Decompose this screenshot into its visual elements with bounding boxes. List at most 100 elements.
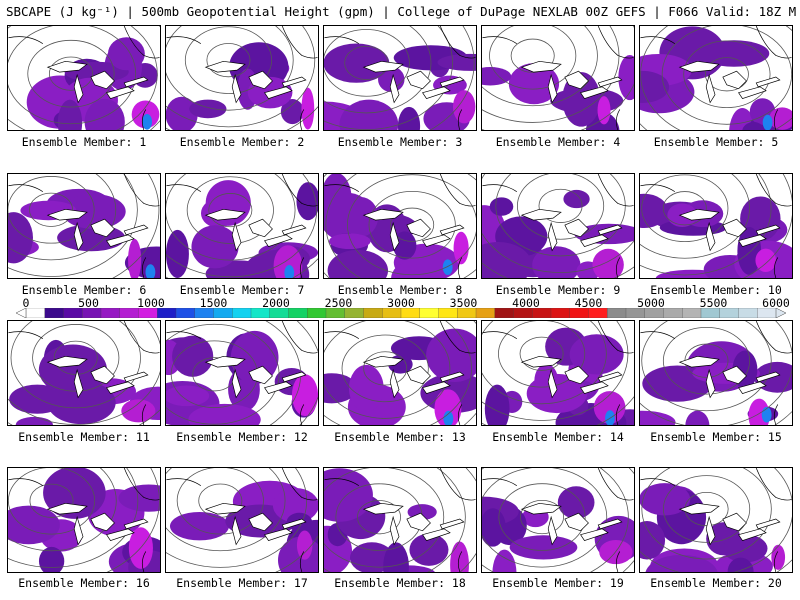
great-lakes-outline — [46, 208, 149, 252]
great-lakes-outline — [678, 60, 781, 104]
cape-shading — [640, 520, 666, 560]
cape-height-map — [166, 26, 318, 130]
great-lakes-outline — [678, 208, 781, 252]
height-contour — [8, 468, 96, 535]
height-contour — [166, 323, 280, 425]
cape-shading-high — [453, 231, 469, 265]
height-contour — [112, 174, 160, 278]
colorbar-swatch — [363, 308, 383, 318]
height-contour — [166, 26, 316, 128]
cape-height-map — [8, 468, 160, 572]
height-contour — [363, 351, 408, 386]
height-contour — [519, 336, 564, 371]
cape-shading-max — [442, 259, 453, 276]
height-contour — [640, 174, 772, 276]
height-contour — [206, 43, 251, 78]
coastline — [8, 321, 160, 425]
ensemble-member-label: Ensemble Member: 10 — [650, 283, 782, 297]
height-contour — [390, 207, 435, 242]
cape-shading — [482, 508, 506, 547]
cape-shading-high — [769, 107, 792, 130]
height-contour — [663, 475, 751, 543]
cape-shading-high — [273, 245, 303, 278]
ensemble-member-map-18 — [323, 467, 477, 573]
great-lakes-outline — [46, 60, 149, 104]
height-contour — [641, 321, 772, 412]
cape-shading — [426, 328, 476, 383]
cape-shading — [618, 55, 634, 101]
colorbar-tick-label: 1500 — [199, 296, 228, 310]
cape-shading — [189, 99, 227, 119]
great-lakes-outline — [520, 355, 623, 399]
ensemble-member-map-1 — [7, 25, 161, 131]
cape-shading — [482, 241, 532, 278]
cape-shading-high — [593, 391, 626, 424]
colorbar-tick-label: 5000 — [637, 296, 665, 310]
cape-height-map — [324, 26, 476, 130]
colorbar-swatch — [232, 308, 252, 318]
great-lakes-outline — [204, 355, 307, 399]
ensemble-member-map-14 — [481, 320, 635, 426]
height-contour — [8, 176, 95, 244]
height-contour — [8, 26, 158, 130]
coastline — [166, 468, 318, 572]
great-lakes-outline — [46, 502, 149, 546]
cape-shading-max — [762, 114, 773, 130]
cape-shading-high — [592, 248, 624, 278]
colorbar-tick-label: 1000 — [137, 296, 165, 310]
cape-height-map — [640, 468, 792, 572]
ensemble-member-map-13 — [323, 320, 477, 426]
cape-shading-max — [605, 410, 615, 425]
colorbar-swatch — [44, 308, 64, 318]
ensemble-member-label: Ensemble Member: 15 — [650, 430, 782, 444]
height-contour — [347, 174, 476, 276]
ensemble-member-map-6 — [7, 173, 161, 279]
colorbar-swatch — [307, 308, 327, 318]
height-contour — [662, 191, 707, 226]
colorbar-tick-label: 6000 — [762, 296, 790, 310]
cape-height-map — [166, 321, 318, 425]
colorbar-tick-label: 3000 — [387, 296, 415, 310]
cape-shading — [8, 212, 33, 264]
cape-height-map — [166, 174, 318, 278]
coastline — [640, 174, 792, 278]
cape-shading — [685, 410, 710, 425]
height-contour — [489, 26, 577, 90]
ensemble-member-map-8 — [323, 173, 477, 279]
cape-shading — [169, 511, 230, 541]
great-lakes-outline — [362, 60, 465, 104]
cape-shading-high — [296, 530, 313, 560]
height-contour — [683, 40, 771, 109]
coastline — [482, 321, 634, 425]
cape-shading — [296, 182, 318, 221]
cape-colorbar — [16, 308, 786, 318]
colorbar-swatch — [419, 308, 439, 318]
cape-shading — [508, 63, 560, 105]
cape-shading — [437, 53, 476, 71]
great-lakes-outline — [204, 502, 307, 546]
coastline — [482, 468, 634, 572]
cape-shading — [484, 384, 510, 425]
cape-shading — [172, 335, 214, 377]
height-contour — [641, 468, 772, 560]
height-contour — [166, 468, 308, 568]
cape-shading — [38, 546, 65, 572]
colorbar-swatch — [175, 308, 196, 318]
ensemble-member-label: Ensemble Member: 8 — [337, 283, 463, 297]
colorbar-left-arrow — [16, 308, 27, 318]
height-contour — [704, 57, 749, 92]
colorbar-tick-label: 0 — [22, 296, 30, 310]
ensemble-member-label: Ensemble Member: 2 — [179, 135, 305, 149]
colorbar-tick-label: 2500 — [324, 296, 353, 310]
coastline — [166, 26, 318, 130]
ensemble-member-map-11 — [7, 320, 161, 426]
cape-shading-high — [597, 96, 611, 125]
cape-height-map — [640, 174, 792, 278]
cape-shading-max — [284, 265, 295, 278]
ensemble-member-map-15 — [639, 320, 793, 426]
height-contour — [517, 174, 605, 240]
height-contour — [510, 38, 555, 73]
ensemble-member-map-16 — [7, 467, 161, 573]
great-lakes-outline — [520, 208, 623, 252]
cape-shading-high — [771, 544, 786, 570]
